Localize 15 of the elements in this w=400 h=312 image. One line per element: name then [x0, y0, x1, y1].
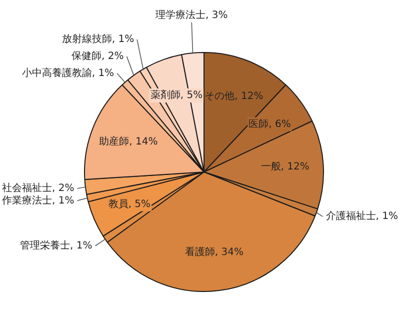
slice-label: 医師, 6%: [248, 118, 291, 130]
slice-label: 保健師, 2%: [72, 50, 124, 62]
slice-label: 社会福祉士, 2%: [2, 182, 74, 194]
slice-label: 介護福祉士, 1%: [326, 210, 398, 222]
slice-label: 教員, 5%: [108, 198, 151, 210]
slice-label: 理学療法士, 3%: [156, 8, 228, 21]
slice-label: 薬剤師, 5%: [150, 89, 203, 102]
slice-label: 放射線技師, 1%: [62, 32, 134, 45]
slice-label: 小中高養護教諭, 1%: [22, 66, 114, 79]
slice-label: 看護師, 34%: [184, 246, 244, 258]
slice-label: その他, 12%: [204, 90, 264, 102]
slice-label: 助産師, 14%: [99, 136, 158, 148]
slice-label: 作業療法士, 1%: [0, 194, 74, 206]
slice-label: 管理栄養士, 1%: [20, 239, 92, 252]
slice-label: 一般, 12%: [260, 161, 310, 172]
